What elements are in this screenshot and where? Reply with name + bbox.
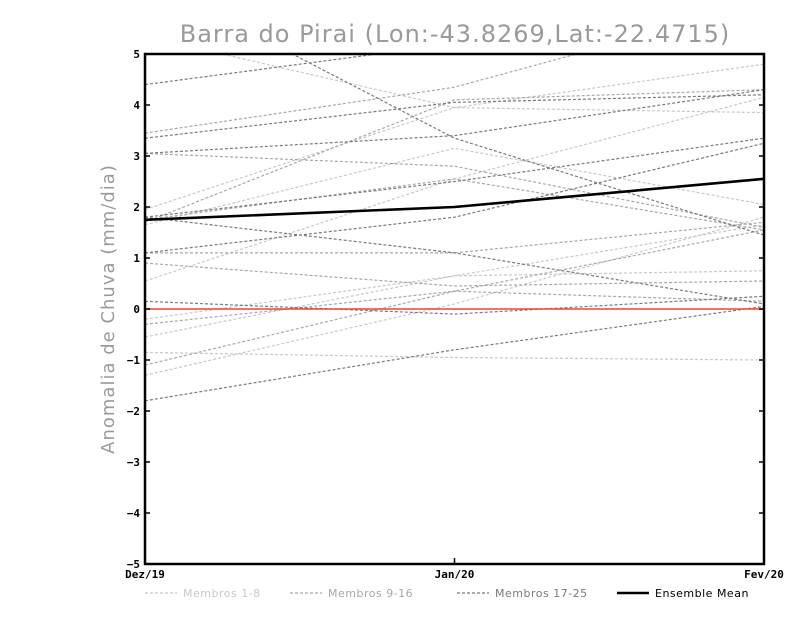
y-tick-label: 4 xyxy=(133,99,140,112)
member-lines xyxy=(145,54,764,402)
series-line-m5 xyxy=(145,216,764,376)
series-line-m20 xyxy=(145,305,764,402)
series-line-m4 xyxy=(145,224,764,320)
ensemble-mean-line xyxy=(145,177,764,222)
series-line-m23 xyxy=(145,295,764,315)
y-axis-label: Anomalia de Chuva (mm/dia) xyxy=(98,164,119,454)
y-tick-label: 0 xyxy=(133,303,140,316)
series-line-m13 xyxy=(145,54,579,134)
y-tick-label: −2 xyxy=(127,405,140,418)
legend-label: Membros 1-8 xyxy=(183,587,261,600)
y-tick-label: −1 xyxy=(127,354,141,367)
series-line-m10 xyxy=(145,152,764,228)
series-line-m14 xyxy=(145,89,764,223)
series-line-m22 xyxy=(145,216,764,305)
series-line-m1 xyxy=(145,147,764,226)
series-line-m9 xyxy=(145,178,764,231)
series-line-m7 xyxy=(219,54,764,114)
ensemble-mean-layer xyxy=(145,177,764,222)
chart-title: Barra do Pirai (Lon:-43.8269,Lat:-22.471… xyxy=(180,20,731,48)
x-axis-ticks: Dez/19 Jan/20 Fev/20 xyxy=(125,558,784,581)
x-tick-label: Fev/20 xyxy=(744,568,784,581)
y-tick-label: 3 xyxy=(133,150,140,163)
y-tick-label: 1 xyxy=(133,252,140,265)
legend-label: Membros 17-25 xyxy=(495,587,588,600)
x-tick-label: Dez/19 xyxy=(125,568,165,581)
y-tick-label: 2 xyxy=(133,201,140,214)
y-tick-label: −4 xyxy=(127,507,141,520)
series-line-m25 xyxy=(145,89,764,154)
y-axis-ticks: 5 4 3 2 1 0 −1 −2 −3 −4 −5 xyxy=(127,48,764,571)
series-line-m11 xyxy=(145,221,764,254)
x-tick-label: Jan/20 xyxy=(435,568,475,581)
series-line-m16 xyxy=(145,229,764,366)
series-line-m8 xyxy=(145,351,764,361)
y-tick-label: 5 xyxy=(133,48,140,61)
legend-label: Ensemble Mean xyxy=(655,587,749,600)
series-line-m21 xyxy=(145,142,764,254)
legend-label: Membros 9-16 xyxy=(328,587,413,600)
legend: Membros 1-8 Membros 9-16 Membros 17-25 Ense… xyxy=(145,587,749,600)
y-tick-label: −3 xyxy=(127,456,140,469)
series-line-m18 xyxy=(145,137,764,218)
series-line-m12 xyxy=(145,290,764,325)
y-tick-label: −5 xyxy=(127,558,140,571)
series-line-m15 xyxy=(145,262,764,287)
series-line-m19 xyxy=(145,94,764,139)
